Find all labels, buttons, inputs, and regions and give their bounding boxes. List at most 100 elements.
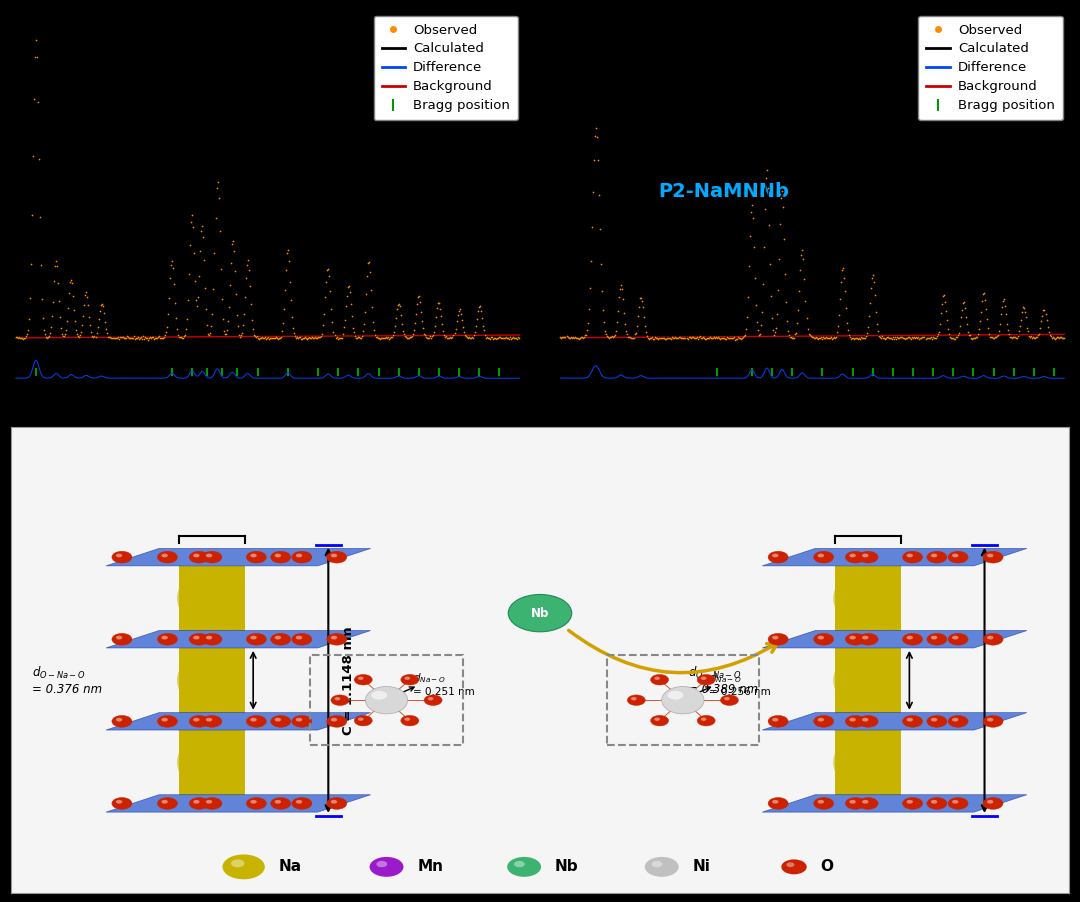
Point	[64, 276, 81, 290]
Point	[404, 328, 421, 343]
Point	[980, 320, 997, 335]
Circle shape	[161, 718, 167, 722]
Point	[741, 229, 758, 244]
Point	[219, 314, 237, 328]
Point	[955, 295, 972, 309]
Bar	[310, 656, 462, 745]
Circle shape	[376, 861, 388, 867]
Text: P2-NaMNNb: P2-NaMNNb	[658, 182, 789, 201]
Circle shape	[849, 718, 855, 722]
Point	[606, 328, 623, 343]
Point	[423, 328, 441, 343]
Point	[73, 318, 91, 333]
Point	[472, 304, 489, 318]
Point	[815, 331, 833, 345]
Point	[632, 290, 649, 305]
Point	[70, 330, 87, 345]
Point	[89, 319, 106, 334]
Circle shape	[246, 551, 267, 563]
Circle shape	[983, 633, 1003, 645]
Point	[440, 331, 457, 345]
Point	[450, 303, 468, 318]
Point	[929, 327, 946, 342]
Point	[667, 331, 685, 345]
Circle shape	[251, 718, 257, 722]
Point	[215, 325, 232, 339]
Point	[63, 272, 80, 287]
Point	[779, 314, 796, 328]
Point	[604, 329, 621, 344]
Circle shape	[161, 636, 167, 640]
Polygon shape	[106, 713, 370, 730]
Point	[1013, 313, 1030, 327]
Circle shape	[720, 695, 739, 705]
Point	[396, 329, 414, 344]
Point	[829, 319, 847, 334]
Point	[267, 331, 284, 345]
Point	[759, 180, 777, 195]
Point	[858, 329, 875, 344]
Point	[441, 330, 458, 345]
Point	[227, 287, 244, 301]
Ellipse shape	[177, 572, 237, 624]
Point	[634, 293, 651, 308]
Point	[28, 51, 45, 65]
Point	[86, 329, 104, 344]
Point	[878, 331, 895, 345]
Text: $d_{O-Na-O}$
= 0.389 nm: $d_{O-Na-O}$ = 0.389 nm	[688, 665, 758, 695]
Point	[307, 330, 324, 345]
Point	[1021, 328, 1038, 343]
Point	[350, 330, 367, 345]
Point	[623, 331, 640, 345]
Point	[731, 331, 748, 345]
Point	[198, 301, 215, 316]
Point	[579, 316, 596, 330]
Point	[930, 325, 947, 339]
Point	[636, 319, 653, 334]
Point	[12, 331, 29, 345]
Point	[936, 295, 954, 309]
Circle shape	[292, 715, 312, 727]
Point	[143, 331, 160, 345]
Point	[10, 331, 27, 345]
Point	[760, 217, 778, 232]
Point	[355, 318, 373, 332]
Point	[786, 330, 804, 345]
Point	[381, 331, 399, 345]
Circle shape	[846, 633, 865, 645]
Text: O: O	[821, 860, 834, 874]
Point	[203, 319, 220, 334]
Point	[256, 329, 273, 344]
Point	[595, 315, 612, 329]
Point	[500, 332, 517, 346]
Point	[272, 329, 289, 344]
Point	[145, 330, 162, 345]
Circle shape	[193, 554, 200, 557]
Text: Na: Na	[279, 860, 301, 874]
Circle shape	[508, 857, 541, 877]
Point	[942, 331, 959, 345]
Point	[924, 331, 942, 345]
Point	[332, 330, 349, 345]
Point	[79, 290, 96, 305]
Point	[159, 319, 176, 334]
Point	[97, 322, 114, 336]
Point	[378, 330, 395, 345]
Circle shape	[161, 554, 167, 557]
Point	[737, 327, 754, 342]
Point	[127, 331, 145, 345]
Point	[650, 331, 667, 345]
Ellipse shape	[833, 736, 892, 788]
Legend: Observed, Calculated, Difference, Background, Bragg position: Observed, Calculated, Difference, Backgr…	[374, 15, 518, 120]
Point	[957, 310, 974, 325]
Point	[36, 323, 53, 337]
Point	[693, 330, 711, 345]
Point	[765, 323, 782, 337]
Point	[985, 331, 1002, 345]
Point	[285, 326, 302, 340]
Point	[855, 331, 873, 345]
Point	[897, 331, 915, 345]
Point	[413, 305, 430, 319]
Point	[375, 330, 392, 345]
Point	[626, 327, 644, 342]
